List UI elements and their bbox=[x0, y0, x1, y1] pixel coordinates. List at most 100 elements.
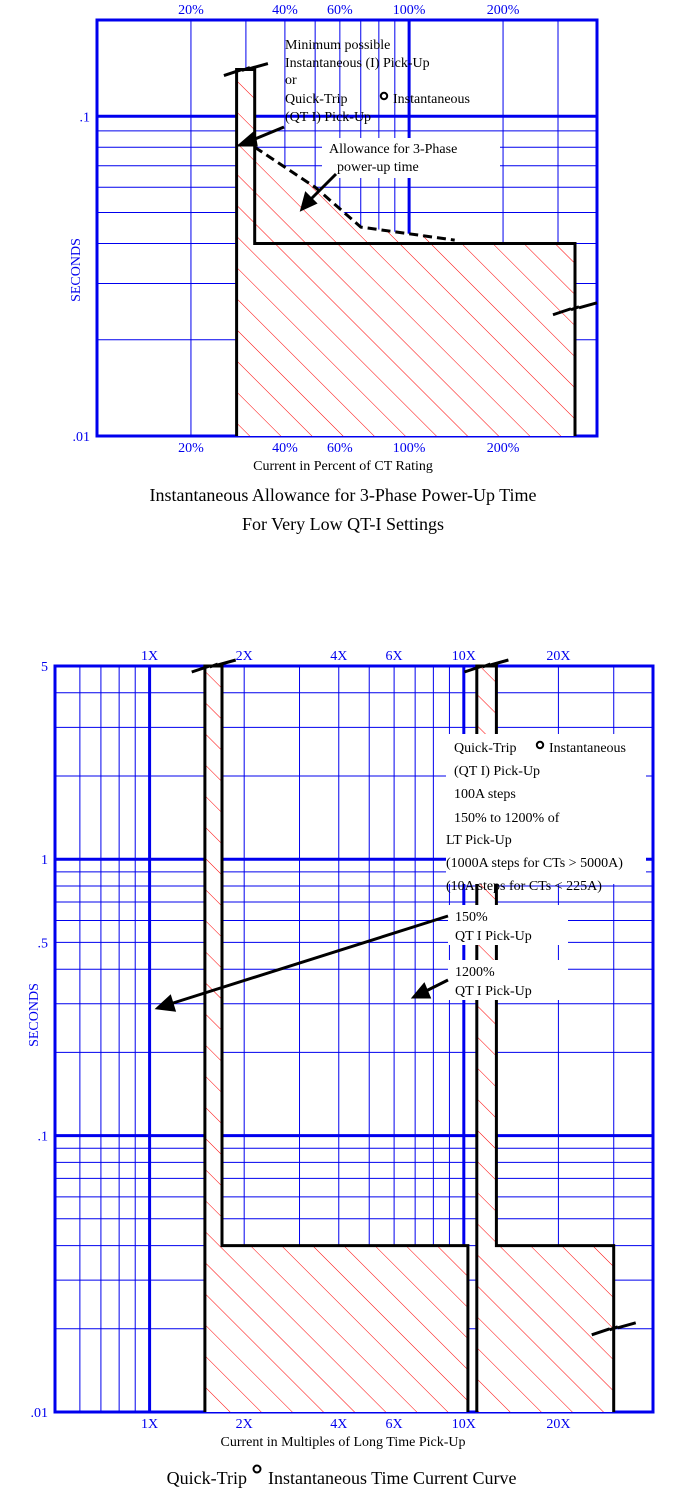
pickup-curve bbox=[203, 664, 470, 1412]
x-tick-label-top: 20% bbox=[178, 3, 204, 18]
x-tick-label-top: 1X bbox=[141, 649, 158, 664]
registered-mark-icon bbox=[379, 91, 389, 101]
curve-break-mark bbox=[578, 301, 598, 310]
curve-break-mark bbox=[249, 62, 269, 70]
x-tick-label-bottom: 10X bbox=[452, 1417, 476, 1432]
pickup-hatch-area bbox=[236, 69, 575, 436]
y-tick-label: .01 bbox=[73, 430, 91, 445]
chart-2-annotation-3: 1200% QT I Pick-Up bbox=[448, 960, 568, 1000]
arrowhead bbox=[410, 982, 432, 999]
arrowhead bbox=[154, 994, 177, 1012]
chart-title: Instantaneous Allowance for 3-Phase Powe… bbox=[149, 485, 536, 505]
annotation-bg bbox=[448, 905, 568, 945]
annotation-arrow bbox=[169, 914, 449, 1006]
y-tick-label: .5 bbox=[38, 936, 49, 951]
x-tick-label-bottom: 6X bbox=[386, 1417, 403, 1432]
x-tick-label-top: 200% bbox=[487, 3, 520, 18]
chart-1-annotation-1: Minimum possible Instantaneous (I) Pick-… bbox=[285, 38, 470, 125]
y-tick-label: .1 bbox=[80, 110, 91, 125]
annotation-line: 150% to 1200% of bbox=[454, 811, 560, 826]
chart-subtitle: For Very Low QT-I Settings bbox=[242, 514, 444, 534]
curve-break-mark bbox=[552, 307, 572, 317]
annotation-bg bbox=[446, 734, 646, 884]
y-axis-label: SECONDS bbox=[27, 983, 42, 1047]
registered-mark-icon bbox=[252, 1464, 262, 1474]
curve-break-mark bbox=[463, 664, 483, 674]
chart-1-annotation-2: Allowance for 3-Phase power-up time bbox=[322, 138, 500, 178]
y-tick-label: .1 bbox=[38, 1130, 49, 1145]
x-tick-label-bottom: 20X bbox=[546, 1417, 570, 1432]
y-axis-label: SECONDS bbox=[69, 238, 84, 302]
curve-break-mark bbox=[570, 305, 580, 312]
annotation-bg bbox=[448, 960, 568, 1000]
chart-2-arrows bbox=[154, 914, 449, 1012]
curve-break-mark bbox=[241, 66, 251, 72]
x-tick-label-bottom: 4X bbox=[330, 1417, 347, 1432]
annotation-arrow bbox=[423, 978, 449, 994]
curve-break-mark bbox=[217, 658, 237, 667]
annotation-line: (QT I) Pick-Up bbox=[285, 110, 371, 125]
annotation-line: (10A steps for CTs < 225A) bbox=[446, 879, 602, 894]
y-tick-label: 1 bbox=[41, 853, 48, 868]
pickup-curve bbox=[235, 68, 577, 436]
annotation-trip-text: Quick-Trip bbox=[285, 92, 348, 107]
annotation-line: Minimum possible bbox=[285, 38, 390, 53]
chart-2: 1X 2X 4X 6X 10X 20X 1X 2X 4X 6X 10X 20X 5 1 .5 .1 .01 Qu… bbox=[27, 649, 655, 1488]
x-tick-label-bottom: 40% bbox=[272, 441, 298, 456]
x-axis-label: Current in Multiples of Long Time Pick-U… bbox=[221, 1435, 466, 1450]
annotation-trip-suffix: Instantaneous bbox=[393, 92, 470, 107]
chart-1: 20% 40% 60% 100% 200%20% 40% 60% 100% 200%.1.01 … bbox=[69, 3, 599, 534]
curve-break-mark bbox=[209, 662, 219, 669]
x-tick-label-top: 60% bbox=[327, 3, 353, 18]
annotation-line: 150% bbox=[455, 910, 488, 925]
chart-1-labels: SECONDS Current in Percent of CT Rating … bbox=[69, 238, 537, 534]
annotation-line: Instantaneous (I) Pick-Up bbox=[285, 56, 430, 71]
power-up-allowance-curve bbox=[253, 145, 455, 242]
chart-2-labels: SECONDS Current in Multiples of Long Tim… bbox=[27, 983, 516, 1488]
chart-1-arrows bbox=[235, 125, 338, 212]
chart-1-marks bbox=[223, 62, 598, 436]
x-tick-label-top: 40% bbox=[272, 3, 298, 18]
annotation-line: QT I Pick-Up bbox=[455, 984, 532, 999]
chart-1-area bbox=[236, 69, 575, 436]
annotation-line: Quick-Trip bbox=[285, 92, 348, 107]
y-tick-label: .01 bbox=[31, 1406, 49, 1421]
annotation-line: LT Pick-Up bbox=[446, 833, 512, 848]
allowance-hatch-area bbox=[254, 147, 455, 244]
arrowhead bbox=[299, 191, 318, 212]
curve-break-mark bbox=[617, 1321, 637, 1330]
x-tick-label-top: 100% bbox=[393, 3, 426, 18]
annotation-trip-text: Quick-Trip bbox=[454, 741, 517, 756]
chart-2-annotation-1: Quick-Trip Instantaneous (QT I) Pick-Up … bbox=[446, 734, 646, 894]
curve-break-mark bbox=[490, 658, 509, 667]
curve-break-mark bbox=[223, 68, 243, 77]
x-tick-label-bottom: 60% bbox=[327, 441, 353, 456]
x-tick-label-top: 4X bbox=[330, 649, 347, 664]
registered-mark-icon bbox=[535, 740, 545, 750]
arrowhead bbox=[235, 130, 258, 147]
x-tick-label-bottom: 100% bbox=[393, 441, 426, 456]
chart-title-suffix: Instantaneous Time Current Curve bbox=[268, 1468, 516, 1488]
annotation-line: Allowance for 3-Phase bbox=[329, 142, 457, 157]
curve-break-mark bbox=[481, 662, 491, 669]
annotation-trip-suffix: Instantaneous bbox=[549, 741, 626, 756]
x-tick-label-top: 20X bbox=[546, 649, 570, 664]
x-tick-label-bottom: 200% bbox=[487, 441, 520, 456]
x-tick-label-top: 10X bbox=[452, 649, 476, 664]
y-tick-label: 5 bbox=[41, 660, 48, 675]
annotation-line: (1000A steps for CTs > 5000A) bbox=[446, 856, 623, 871]
annotation-line: 1200% bbox=[455, 965, 495, 980]
annotation-line: power-up time bbox=[337, 160, 419, 175]
x-tick-label-bottom: 1X bbox=[141, 1417, 158, 1432]
curve-break-mark bbox=[609, 1325, 619, 1332]
pickup-hatch-area bbox=[204, 666, 468, 1412]
annotation-line: QT I Pick-Up bbox=[455, 929, 532, 944]
curve-break-mark bbox=[591, 1327, 611, 1337]
annotation-bg bbox=[322, 138, 500, 178]
chart-title: Quick-Trip bbox=[167, 1468, 247, 1488]
x-tick-label-bottom: 2X bbox=[236, 1417, 253, 1432]
curve-break-mark bbox=[191, 664, 211, 674]
chart-2-annotation-2: 150% QT I Pick-Up bbox=[448, 905, 568, 945]
annotation-line: (QT I) Pick-Up bbox=[454, 764, 540, 779]
x-tick-label-top: 2X bbox=[236, 649, 253, 664]
